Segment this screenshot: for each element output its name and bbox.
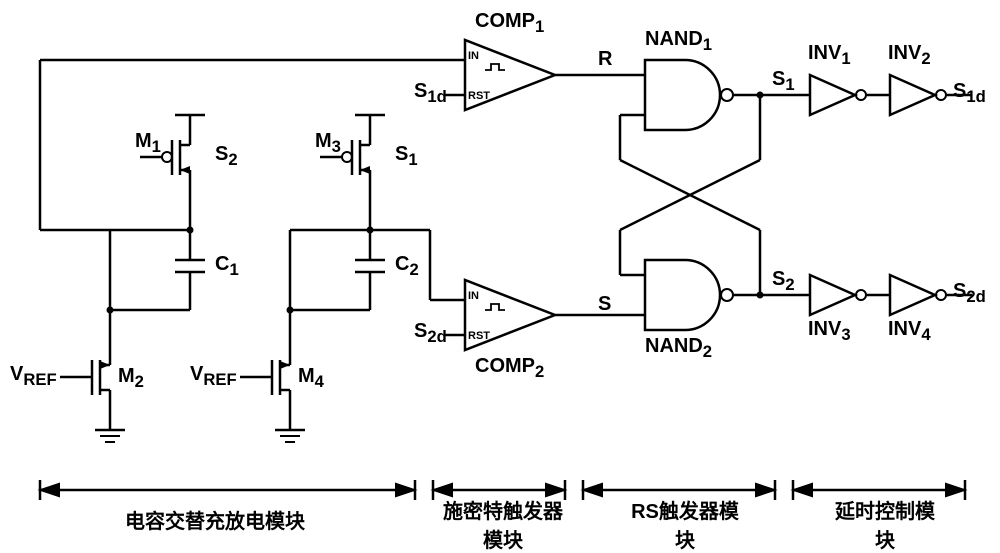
nand-gate-1 — [645, 60, 733, 130]
comp2-label: COMP2 — [475, 355, 544, 382]
nand1-label: NAND1 — [645, 28, 712, 55]
inverter-inv2 — [890, 75, 946, 115]
inverter-inv1 — [810, 75, 866, 115]
s2-label: S2 — [772, 268, 795, 295]
rst2-label: RST — [468, 330, 490, 342]
vref1-label: VREF — [10, 363, 57, 390]
comp1-label: COMP1 — [475, 10, 544, 37]
in2-label: IN — [468, 290, 479, 302]
capacitor-c2 — [355, 230, 385, 310]
s2d-out-label: S2d — [953, 280, 986, 307]
module1-label: 电容交替充放电模块 — [125, 505, 305, 534]
s-label: S — [598, 293, 611, 316]
inv2-label: INV2 — [888, 42, 931, 69]
inv3-label: INV3 — [808, 318, 851, 345]
in1-label: IN — [468, 50, 479, 62]
s2-gate-label: S2 — [215, 143, 238, 170]
m3-label: M3 — [315, 130, 341, 157]
inv4-label: INV4 — [888, 318, 931, 345]
inverter-inv3 — [810, 275, 866, 315]
vref2-label: VREF — [190, 363, 237, 390]
inv1-label: INV1 — [808, 42, 851, 69]
nand2-label: NAND2 — [645, 335, 712, 362]
m4-label: M4 — [298, 365, 324, 392]
m2-label: M2 — [118, 365, 144, 392]
s2d-rst-label: S2d — [414, 320, 447, 347]
s1d-out-label: S1d — [953, 80, 986, 107]
rst1-label: RST — [468, 90, 490, 102]
module4-label: 延时控制模块 — [830, 495, 940, 553]
nand-gate-2 — [645, 260, 733, 330]
module2-label: 施密特触发器模块 — [438, 495, 568, 553]
r-label: R — [598, 48, 612, 71]
circuit-diagram — [0, 0, 1000, 543]
capacitor-c1 — [175, 230, 205, 310]
c2-label: C2 — [395, 253, 419, 280]
transistor-m2 — [60, 350, 110, 430]
inverter-inv4 — [890, 275, 946, 315]
m1-label: M1 — [135, 130, 161, 157]
module3-label: RS触发器模块 — [630, 495, 740, 553]
c1-label: C1 — [215, 253, 239, 280]
s1-label: S1 — [772, 68, 795, 95]
s1-gate-label: S1 — [395, 143, 418, 170]
transistor-m4 — [240, 350, 290, 430]
s1d-rst-label: S1d — [414, 80, 447, 107]
